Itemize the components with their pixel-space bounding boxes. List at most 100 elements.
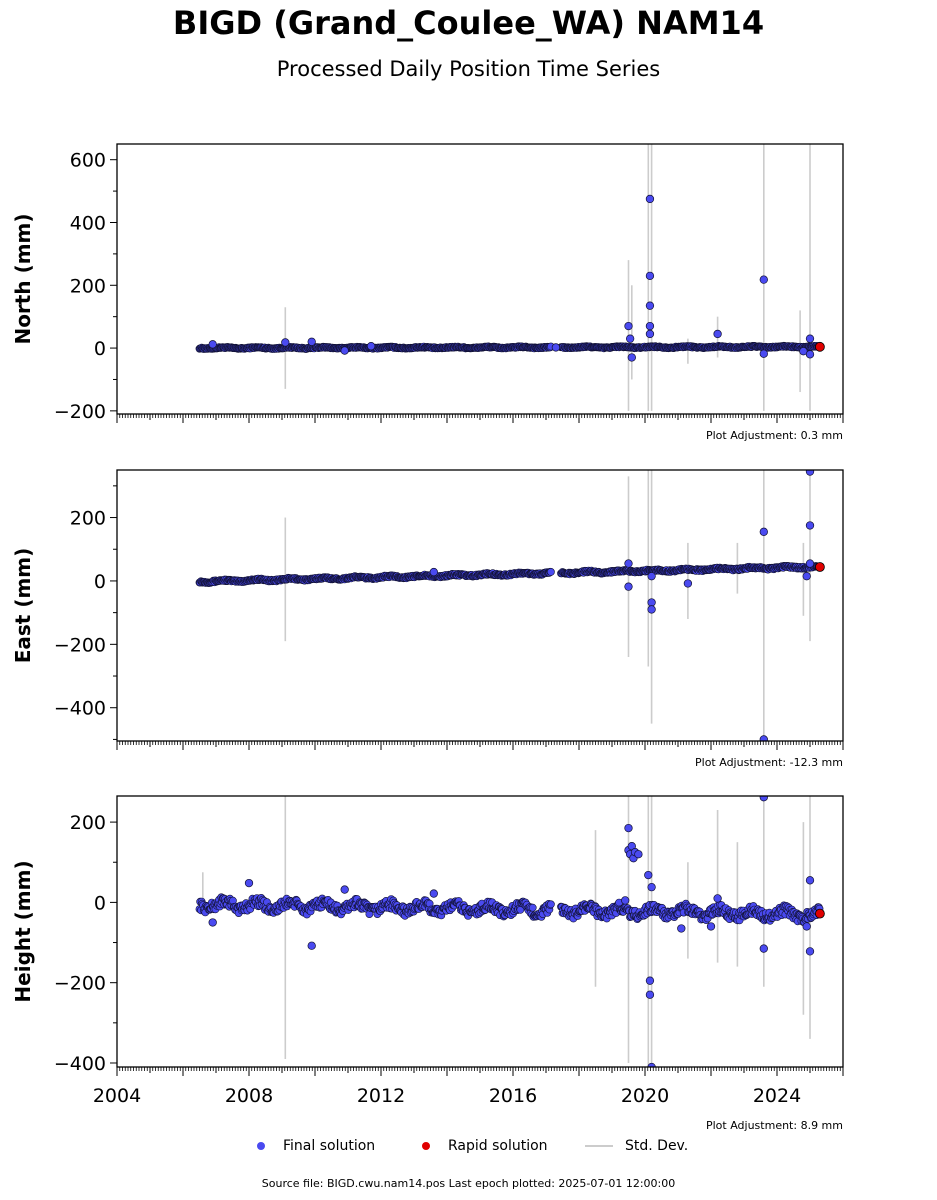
- final-point: [645, 329, 655, 339]
- panel-0: −200 0 200 400 600 North (mm) Plot Adjustment:…: [11, 143, 844, 442]
- y-tick-label: −400: [54, 698, 106, 720]
- final-point: [759, 349, 768, 358]
- final-point: [805, 470, 815, 476]
- panel-frame: [116, 143, 844, 415]
- final-point: [713, 894, 722, 903]
- y-tick-label: 0: [94, 571, 106, 593]
- panel-1: −400 −200 0 200 East (mm) Plot Adjustment: -1…: [11, 469, 844, 769]
- legend: Final solution Rapid solution Std. Dev.: [0, 1138, 937, 1158]
- panel-plot-area: [195, 796, 825, 1067]
- final-point: [805, 876, 815, 885]
- final-point: [626, 334, 635, 343]
- final-point: [805, 521, 815, 530]
- final-point: [307, 337, 316, 346]
- final-point: [805, 334, 815, 343]
- y-tick-label: 600: [70, 150, 106, 172]
- x-tick-label: 2016: [489, 1085, 537, 1107]
- final-point: [645, 194, 655, 204]
- final-point: [677, 924, 686, 933]
- final-point: [624, 321, 633, 331]
- final-point: [802, 922, 811, 931]
- y-tick-label: −200: [54, 401, 106, 423]
- final-point: [340, 346, 349, 355]
- panel-frame: [116, 795, 844, 1068]
- panel-frame: [116, 469, 844, 742]
- plot-adjustment: Plot Adjustment: 0.3 mm: [706, 429, 843, 442]
- rapid-point: [815, 341, 825, 352]
- final-point: [627, 353, 636, 362]
- final-point: [759, 944, 768, 953]
- final-point: [645, 321, 655, 331]
- legend-rapid: Rapid solution: [422, 1138, 548, 1154]
- panel-plot-area: [195, 144, 825, 411]
- final-point: [547, 900, 555, 909]
- y-tick-label: 200: [70, 275, 106, 297]
- legend-rapid-label: Rapid solution: [448, 1138, 548, 1154]
- final-point: [647, 605, 656, 614]
- final-point: [244, 878, 254, 888]
- source-footer: Source file: BIGD.cwu.nam14.pos Last epo…: [261, 1177, 676, 1190]
- plot-adjustment: Plot Adjustment: -12.3 mm: [695, 756, 843, 769]
- final-point: [634, 850, 643, 859]
- final-point: [429, 567, 438, 577]
- chart-subtitle: Processed Daily Position Time Series: [276, 57, 661, 81]
- final-point: [759, 275, 768, 284]
- final-point: [340, 885, 349, 894]
- final-point: [805, 559, 815, 568]
- final-point: [805, 947, 815, 956]
- y-tick-label: 200: [70, 812, 106, 834]
- final-point: [647, 882, 656, 892]
- final-point: [759, 796, 768, 802]
- final-point: [802, 572, 811, 581]
- final-point: [307, 941, 316, 950]
- y-tick-label: 200: [70, 508, 106, 530]
- final-point: [644, 870, 653, 880]
- final-point: [528, 903, 537, 912]
- y-tick-label: 0: [94, 892, 106, 914]
- final-point: [208, 918, 217, 927]
- final-point: [281, 338, 290, 347]
- final-point: [647, 572, 656, 581]
- x-tick-label: 2008: [225, 1085, 273, 1107]
- plot-adjustment: Plot Adjustment: 8.9 mm: [706, 1119, 843, 1132]
- y-tick-label: −200: [54, 973, 106, 995]
- y-tick-label: 0: [94, 338, 106, 360]
- y-tick-label: −400: [54, 1053, 106, 1075]
- final-point: [429, 889, 438, 898]
- final-marker-icon: [257, 1142, 265, 1150]
- final-point: [645, 976, 655, 985]
- final-point: [683, 579, 693, 588]
- panel-plot-area: [195, 470, 825, 741]
- final-point: [366, 342, 376, 351]
- y-tick-label: −200: [54, 634, 106, 656]
- y-axis-label: Height (mm): [11, 860, 35, 1002]
- y-axis-label: East (mm): [11, 548, 35, 664]
- final-point: [621, 896, 630, 905]
- rapid-point: [815, 908, 825, 919]
- final-point: [759, 735, 768, 741]
- legend-stddev: Std. Dev.: [585, 1138, 688, 1154]
- x-tick-label: 2012: [357, 1085, 405, 1107]
- final-point: [805, 350, 815, 359]
- x-tick-label: 2004: [93, 1085, 141, 1107]
- final-point: [645, 271, 655, 281]
- final-point: [624, 582, 633, 591]
- final-point: [624, 559, 633, 568]
- final-point: [706, 922, 716, 931]
- x-tick-label: 2020: [621, 1085, 669, 1107]
- final-point: [759, 527, 768, 536]
- panel-2: −400 −200 0 200 2004 2008 2012 2016 2020 2024 Heig…: [11, 795, 844, 1132]
- legend-final: Final solution: [257, 1138, 375, 1154]
- y-axis-label: North (mm): [11, 213, 35, 344]
- final-point: [551, 343, 561, 352]
- chart-title: BIGD (Grand_Coulee_WA) NAM14: [172, 4, 765, 42]
- final-point: [547, 568, 555, 576]
- legend-stddev-label: Std. Dev.: [625, 1138, 689, 1154]
- stddev-line-icon: [585, 1145, 613, 1147]
- rapid-point: [815, 562, 825, 572]
- x-tick-label: 2024: [753, 1085, 801, 1107]
- final-point: [645, 301, 655, 310]
- final-point: [647, 598, 656, 607]
- final-point: [713, 329, 722, 339]
